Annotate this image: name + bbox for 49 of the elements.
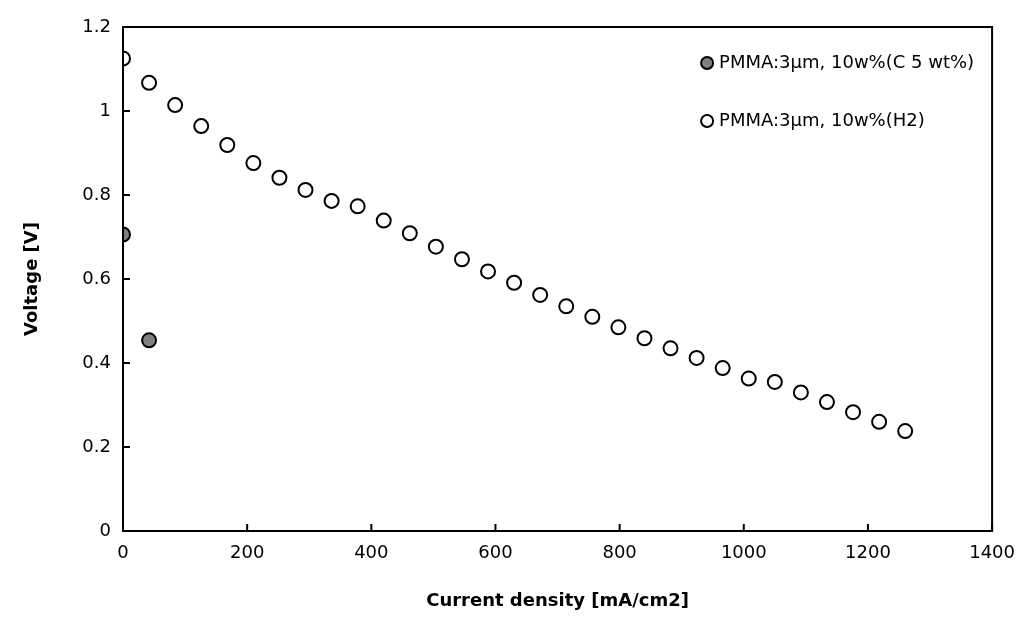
y-tick-label: 1.2	[82, 14, 111, 36]
point	[375, 212, 392, 229]
point	[167, 97, 184, 114]
point	[662, 340, 679, 357]
y-tick-label: 1	[99, 98, 111, 120]
point	[532, 286, 549, 303]
point	[688, 349, 705, 366]
point	[453, 251, 470, 268]
point	[427, 238, 444, 255]
legend-label: PMMA:3µm, 10w%(C 5 wt%)	[719, 50, 975, 72]
point	[401, 225, 418, 242]
x-tick-label: 1400	[969, 541, 1015, 563]
point	[141, 74, 158, 91]
x-tick-label: 1000	[720, 541, 767, 563]
point	[271, 169, 288, 186]
x-tick-label: 0	[117, 541, 129, 563]
legend-label: PMMA:3µm, 10w%(H2)	[719, 108, 925, 130]
point	[193, 118, 210, 135]
point	[558, 298, 575, 315]
point	[219, 137, 236, 154]
point	[480, 263, 497, 280]
point	[349, 198, 366, 215]
y-tick-label: 0.6	[82, 266, 111, 288]
point	[636, 330, 653, 347]
y-tick-label: 0	[99, 518, 111, 540]
point	[245, 155, 262, 172]
x-tick-label: 800	[602, 541, 637, 563]
point	[766, 373, 783, 390]
point	[845, 404, 862, 421]
x-tick-label: 200	[229, 541, 265, 563]
x-tick-label: 600	[478, 541, 513, 563]
point	[818, 394, 835, 411]
point	[897, 423, 914, 440]
x-tick-label: 1200	[845, 541, 891, 563]
y-tick-label: 0.2	[82, 434, 111, 456]
y-axis-title: Voltage [V]	[20, 222, 42, 336]
y-tick-label: 0.8	[82, 182, 111, 204]
point	[714, 360, 731, 377]
x-axis-title: Current density [mA/cm2]	[426, 588, 689, 610]
point	[506, 274, 523, 291]
y-tick-label: 0.4	[82, 350, 111, 372]
point	[297, 181, 314, 198]
point	[740, 370, 757, 387]
point	[584, 308, 601, 325]
point	[871, 413, 888, 430]
point	[610, 319, 627, 336]
x-tick-label: 400	[354, 541, 389, 563]
point	[323, 192, 340, 209]
point	[792, 384, 809, 401]
